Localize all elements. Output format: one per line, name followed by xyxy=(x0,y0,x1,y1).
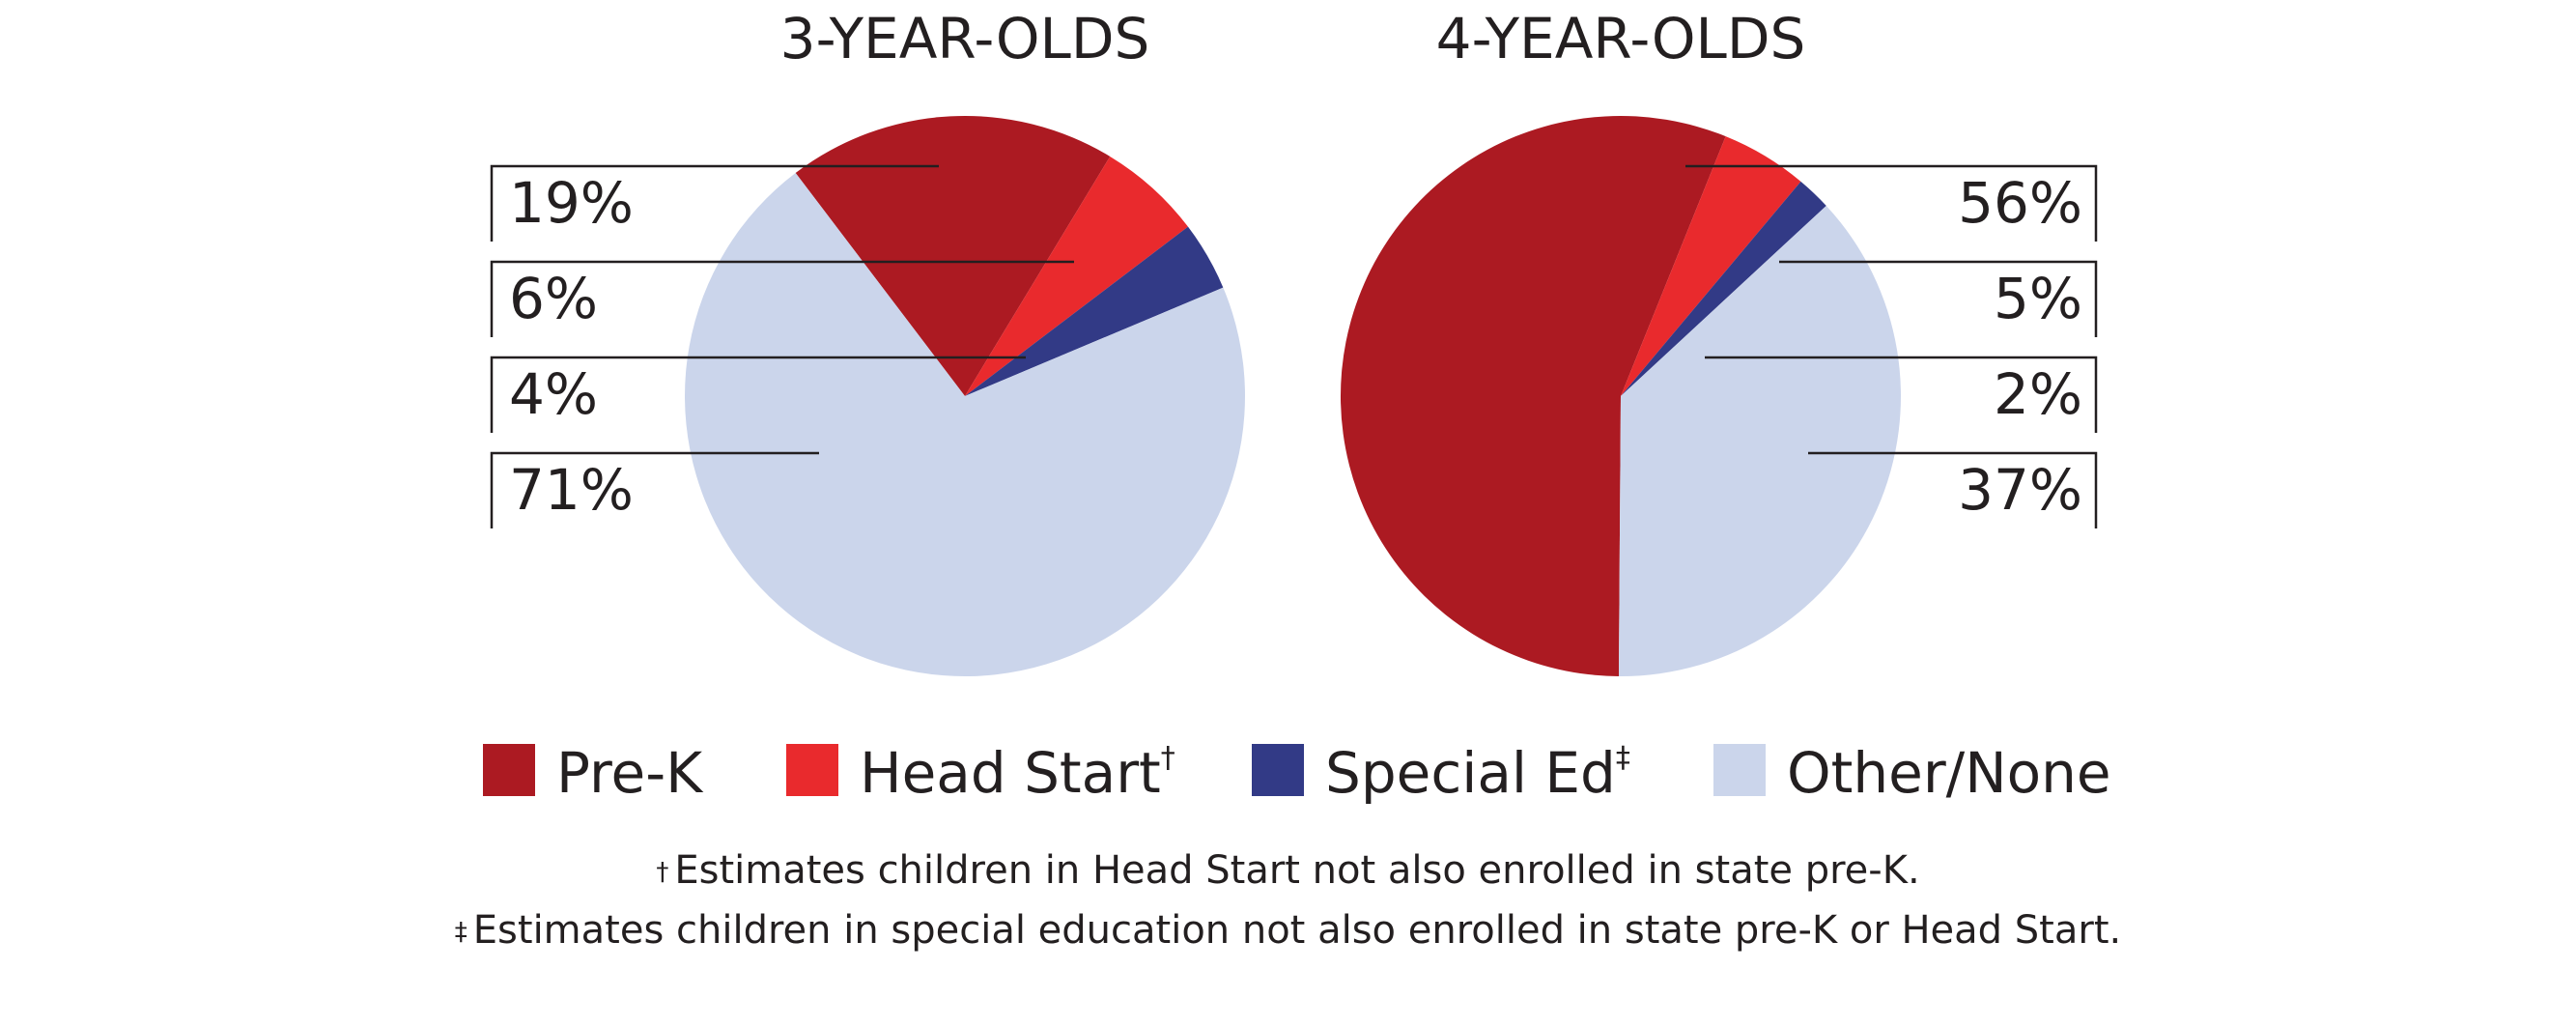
legend-footnote-mark: † xyxy=(1161,741,1175,775)
legend-label-head-start: Head Start† xyxy=(860,740,1175,806)
pie-title: 4-YEAR-OLDS xyxy=(1436,6,1806,71)
footnote-head-start: † Estimates children in Head Start not al… xyxy=(0,841,2576,900)
footnotes: † Estimates children in Head Start not al… xyxy=(0,841,2576,960)
slice-label: 19% xyxy=(509,170,634,236)
footnote-mark: ‡ xyxy=(454,918,467,947)
pie-slice-head-start xyxy=(1621,136,1801,396)
footnote-text: Estimates children in special education … xyxy=(472,908,2122,953)
label-leader-line xyxy=(1779,260,2098,337)
slice-label: 5% xyxy=(1994,266,2082,331)
pie-slice-head-start xyxy=(965,156,1188,396)
footnote-mark: † xyxy=(656,858,669,887)
legend-label-special-ed: Special Ed‡ xyxy=(1325,740,1630,806)
label-leader-line xyxy=(1705,356,2098,433)
pie-title: 3-YEAR-OLDS xyxy=(780,6,1150,71)
label-leader-line xyxy=(490,260,1074,337)
label-leader-line xyxy=(490,164,939,242)
slice-label: 71% xyxy=(509,457,634,523)
legend-swatch-other-none xyxy=(1713,744,1766,796)
slice-label: 2% xyxy=(1994,361,2082,427)
legend-footnote-mark: ‡ xyxy=(1616,741,1630,775)
label-leader-line xyxy=(490,356,1026,433)
slice-label: 56% xyxy=(1958,170,2082,236)
legend-label-other-none: Other/None xyxy=(1787,740,2111,806)
legend-swatch-pre-k xyxy=(483,744,535,796)
label-leader-line xyxy=(1808,451,2098,528)
pie-slice-other-none xyxy=(1618,205,1901,676)
label-leader-line xyxy=(1685,164,2098,242)
pie-slice-pre-k xyxy=(795,115,1111,397)
slice-label: 37% xyxy=(1958,457,2082,523)
footnote-special-ed: ‡ Estimates children in special education… xyxy=(0,900,2576,960)
label-leader-line xyxy=(490,451,819,528)
pie-slice-special-ed xyxy=(965,226,1224,396)
pie-slice-other-none xyxy=(685,173,1246,677)
pie-slice-pre-k xyxy=(1340,115,1726,676)
slice-label: 6% xyxy=(509,266,598,331)
legend-label-pre-k: Pre-K xyxy=(556,740,704,806)
legend-swatch-head-start xyxy=(786,744,838,796)
slice-label: 4% xyxy=(509,361,598,427)
pie-slice-special-ed xyxy=(1621,181,1826,396)
footnote-text: Estimates children in Head Start not als… xyxy=(674,848,1920,893)
legend-swatch-special-ed xyxy=(1252,744,1304,796)
